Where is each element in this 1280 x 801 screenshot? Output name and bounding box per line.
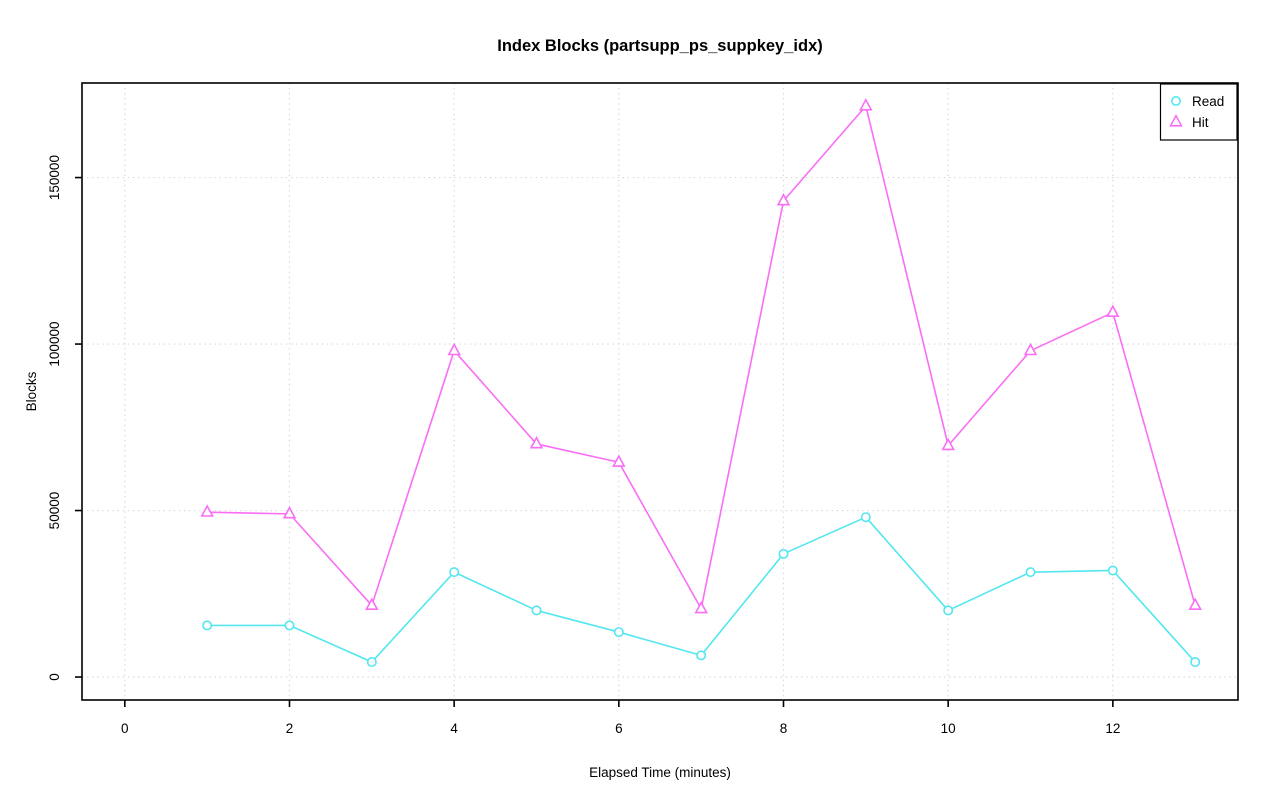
series-hit-marker <box>694 600 708 614</box>
legend: Read Hit <box>1159 83 1238 141</box>
plot-box <box>81 82 1239 701</box>
y-tick-label: 100000 <box>47 322 62 367</box>
series-hit-marker <box>941 437 955 451</box>
y-tick-label: 50000 <box>47 492 62 530</box>
x-tick-label: 4 <box>450 721 458 736</box>
series-read-marker <box>696 650 707 661</box>
series-read-marker <box>943 605 954 616</box>
legend-box <box>1159 83 1238 141</box>
x-tick-label: 12 <box>1105 721 1120 736</box>
series-hit-marker <box>282 506 297 519</box>
series-hit-marker <box>1023 342 1038 356</box>
y-tick-label: 0 <box>47 673 62 681</box>
series-hit-marker <box>1188 597 1202 610</box>
x-tick-label: 0 <box>121 721 129 736</box>
series-read-marker <box>778 548 789 559</box>
series-hit-marker <box>776 193 791 206</box>
series-read-marker <box>284 620 295 631</box>
series-read-marker <box>449 567 460 578</box>
series-read-marker <box>1107 565 1118 576</box>
series-read-marker <box>860 512 871 523</box>
x-tick-label: 8 <box>780 721 788 736</box>
series-read-marker <box>1025 567 1036 578</box>
series-read-marker <box>202 620 213 631</box>
chart-title: Index Blocks (partsupp_ps_suppkey_idx) <box>497 37 823 55</box>
series-read-marker <box>613 627 624 638</box>
legend-read-circle-icon <box>1171 96 1182 107</box>
series-hit <box>200 98 1202 614</box>
x-tick-label: 6 <box>615 721 623 736</box>
series-read-marker <box>366 657 377 668</box>
series-hit-marker <box>1106 304 1120 317</box>
x-tick-label: 2 <box>286 721 294 736</box>
axes: 0 2 4 6 8 10 12 0 50000 100000 150000 <box>47 155 1120 736</box>
series-hit-marker <box>859 98 873 111</box>
y-axis-label: Blocks <box>24 371 39 411</box>
series-hit-marker <box>447 342 461 356</box>
series-hit-marker <box>612 454 626 467</box>
series-hit-line <box>206 105 1196 610</box>
legend-label-read: Read <box>1192 94 1224 109</box>
x-tick-label: 10 <box>941 721 956 736</box>
series-read-line <box>206 516 1196 663</box>
series-hit-marker <box>529 436 544 449</box>
series-read-marker <box>531 605 542 616</box>
series-hit-marker <box>365 597 379 610</box>
y-tick-label: 150000 <box>47 155 62 200</box>
legend-label-hit: Hit <box>1192 115 1209 130</box>
series-read <box>202 512 1201 668</box>
legend-hit-triangle-icon <box>1169 114 1183 127</box>
x-axis-label: Elapsed Time (minutes) <box>589 765 731 780</box>
series-read-marker <box>1190 657 1201 668</box>
series-hit-marker <box>200 504 214 517</box>
grid <box>82 83 1238 700</box>
